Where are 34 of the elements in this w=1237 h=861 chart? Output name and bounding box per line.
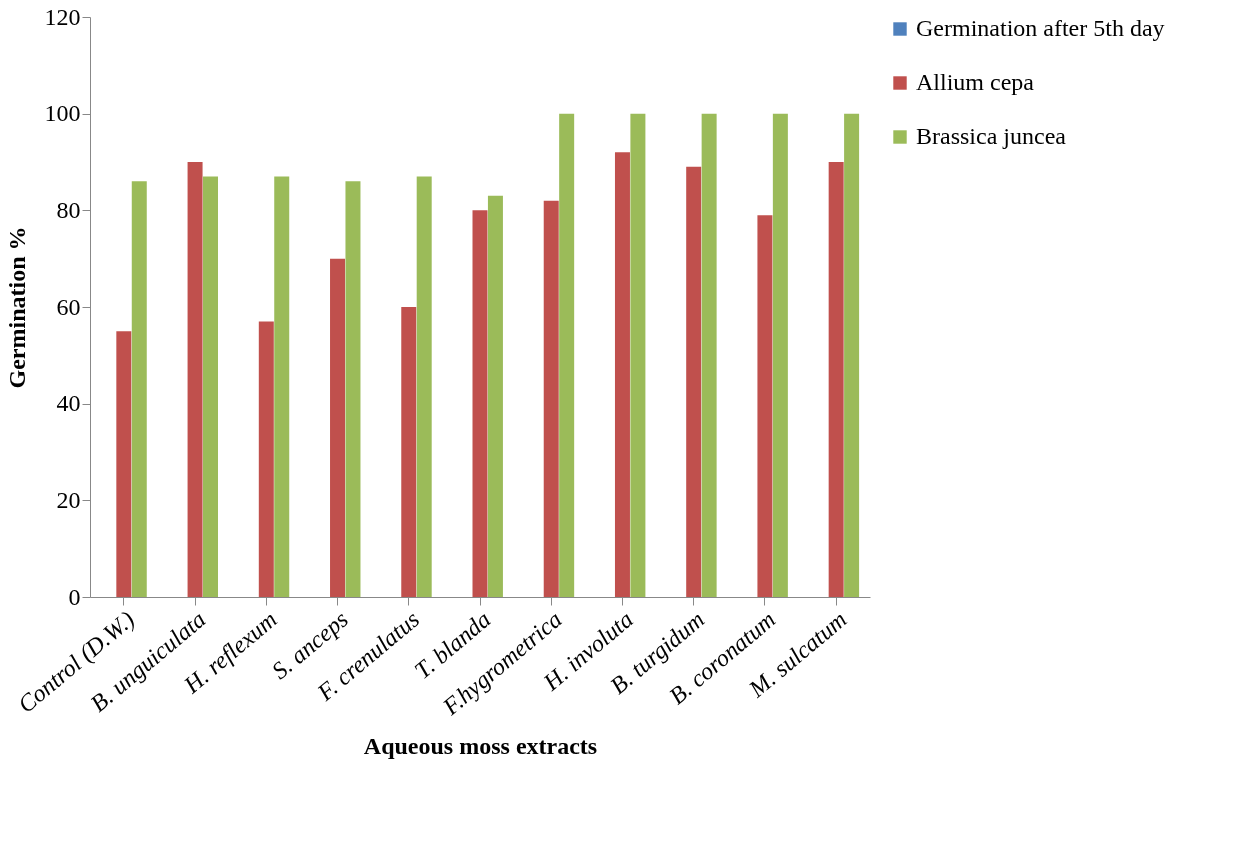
- bar: [701, 113, 717, 597]
- bar: [614, 152, 630, 597]
- bar: [757, 215, 773, 597]
- bar: [630, 113, 646, 597]
- bar: [258, 321, 274, 597]
- bar: [116, 331, 132, 597]
- bar: [844, 113, 860, 597]
- bar: [274, 176, 290, 597]
- bar: [416, 176, 432, 597]
- bar: [559, 113, 575, 597]
- y-axis-title: Germination %: [3, 226, 30, 389]
- x-axis-title: Aqueous moss extracts: [363, 732, 598, 759]
- y-tick-label: 20: [56, 486, 81, 513]
- bar: [828, 162, 844, 597]
- bar: [543, 200, 559, 597]
- y-tick-label: 60: [56, 293, 81, 320]
- legend-label: Allium cepa: [916, 69, 1035, 95]
- bar: [686, 166, 702, 597]
- bar: [487, 195, 503, 597]
- legend-label: Germination after 5th day: [916, 15, 1165, 41]
- y-tick-label: 80: [56, 196, 81, 223]
- bar: [401, 307, 417, 597]
- bar: [131, 181, 147, 597]
- bar: [203, 176, 218, 597]
- bar: [472, 210, 488, 597]
- bar: [345, 181, 361, 597]
- y-tick-label: 40: [56, 390, 81, 417]
- bar: [772, 113, 788, 597]
- y-tick-label: 0: [68, 583, 81, 610]
- bar: [187, 162, 203, 597]
- bar: [330, 258, 346, 597]
- legend-label: Brassica juncea: [916, 123, 1067, 149]
- y-tick-label: 120: [44, 3, 81, 30]
- y-tick-label: 100: [44, 100, 81, 127]
